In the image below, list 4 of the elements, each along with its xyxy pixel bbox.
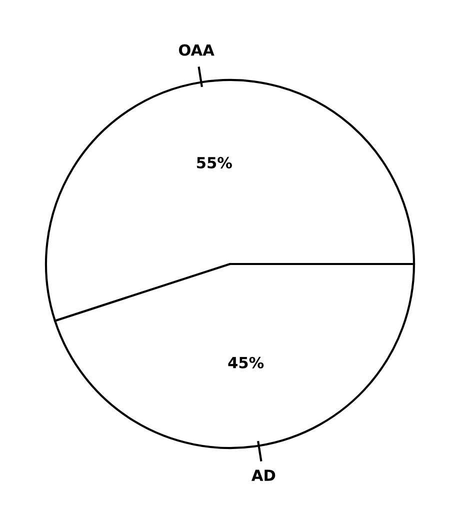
slice-label: OAA bbox=[178, 44, 214, 56]
data-label: 45% bbox=[228, 356, 264, 368]
slice-label: AD bbox=[252, 470, 276, 481]
data-label: 55% bbox=[197, 156, 232, 168]
